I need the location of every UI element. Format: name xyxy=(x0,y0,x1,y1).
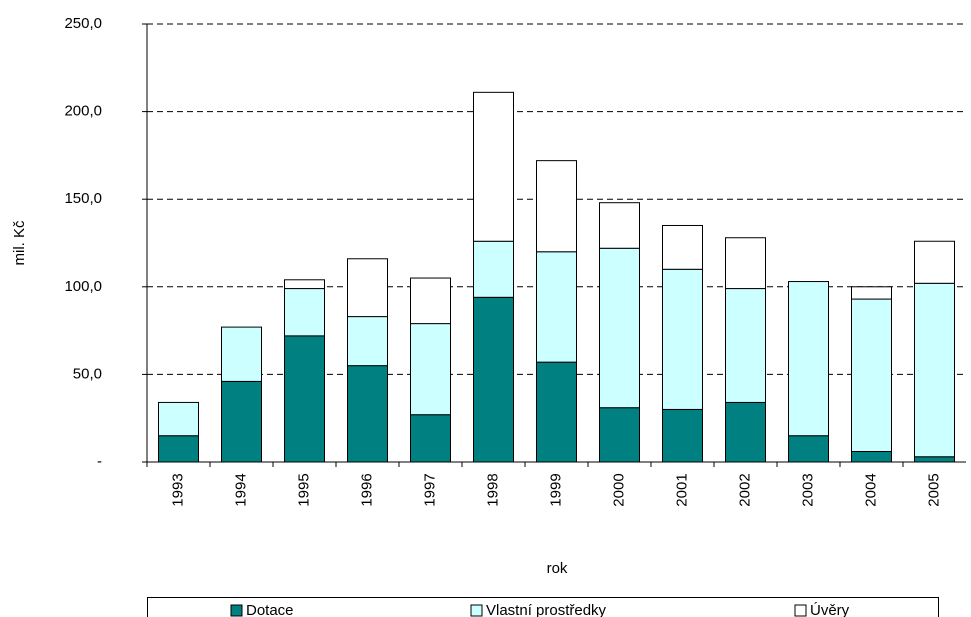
x-tick-label: 2003 xyxy=(799,473,816,506)
bar-segment xyxy=(410,323,451,416)
bar-segment xyxy=(473,240,514,298)
bar-segment xyxy=(284,335,325,463)
bar-segment xyxy=(221,326,262,382)
bar-segment xyxy=(725,401,766,463)
x-tick-label: 1998 xyxy=(484,473,501,506)
x-tick-label: 1997 xyxy=(421,473,438,506)
bar-segment xyxy=(473,296,514,463)
bar-segment xyxy=(662,224,703,270)
x-tick-label: 1995 xyxy=(295,473,312,506)
legend-swatch xyxy=(470,604,483,617)
bar-segment xyxy=(914,240,955,284)
bar-segment xyxy=(788,281,829,437)
bar-segment xyxy=(221,380,262,463)
bar-segment xyxy=(599,247,640,409)
x-tick-label: 2004 xyxy=(862,473,879,506)
y-tick-label: 200,0 xyxy=(64,103,102,120)
y-tick-label: 250,0 xyxy=(64,15,102,32)
bar-segment xyxy=(599,202,640,249)
bar-segment xyxy=(662,408,703,463)
bar-segment xyxy=(851,450,892,463)
legend-swatch xyxy=(230,604,243,617)
bar-segment xyxy=(536,160,577,253)
bar-segment xyxy=(158,435,199,463)
bar-segment xyxy=(410,414,451,463)
bar-segment xyxy=(914,456,955,463)
bar-segment xyxy=(347,365,388,463)
legend-label: Dotace xyxy=(246,602,294,617)
x-tick-label: 1996 xyxy=(358,473,375,506)
bar-segment xyxy=(788,435,829,463)
bar-segment xyxy=(536,361,577,463)
bar-segment xyxy=(536,251,577,363)
y-tick-label: 150,0 xyxy=(64,190,102,207)
legend-swatch xyxy=(794,604,807,617)
legend-box xyxy=(147,597,939,617)
bar-segment xyxy=(662,268,703,410)
y-axis-title: mil. Kč xyxy=(11,220,28,266)
bar-segment xyxy=(914,282,955,458)
legend-label: Vlastní prostředky xyxy=(486,602,607,617)
x-tick-label: 2001 xyxy=(673,473,690,506)
x-tick-label: 2000 xyxy=(610,473,627,506)
x-axis-title: rok xyxy=(547,560,568,577)
x-tick-label: 1999 xyxy=(547,473,564,506)
bar-segment xyxy=(599,407,640,463)
x-tick-label: 2005 xyxy=(925,473,942,506)
y-tick-label: 100,0 xyxy=(64,278,102,295)
bar-segment xyxy=(347,316,388,367)
bar-segment xyxy=(284,279,325,290)
bar-segment xyxy=(851,286,892,300)
bar-segment xyxy=(410,277,451,325)
bar-segment xyxy=(473,91,514,242)
bar-segment xyxy=(725,288,766,403)
bar-segment xyxy=(347,258,388,318)
bar-segment xyxy=(284,288,325,337)
x-tick-label: 1993 xyxy=(169,473,186,506)
y-tick-label: 50,0 xyxy=(73,365,102,382)
x-tick-label: 1994 xyxy=(232,473,249,506)
y-tick-label: - xyxy=(97,453,102,470)
bar-segment xyxy=(851,298,892,452)
x-tick-label: 2002 xyxy=(736,473,753,506)
bar-segment xyxy=(725,237,766,290)
legend-label: Úvěry xyxy=(810,602,850,617)
bar-segment xyxy=(158,401,199,437)
